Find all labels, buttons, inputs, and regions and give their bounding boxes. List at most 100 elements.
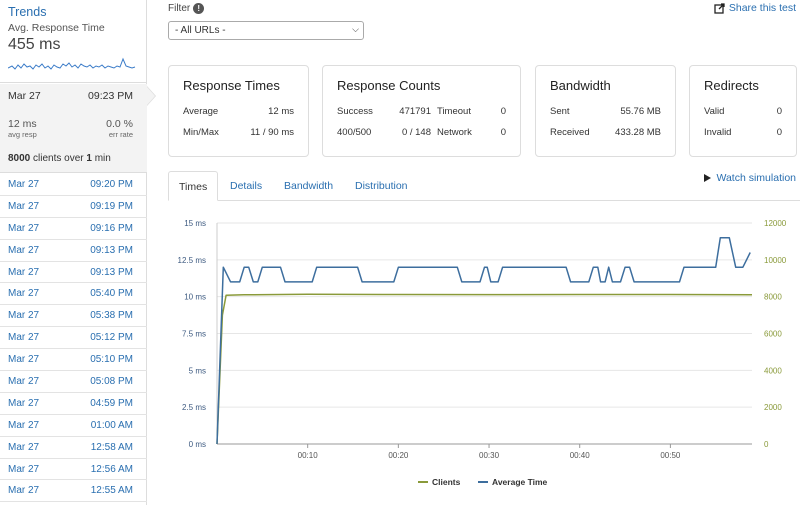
valid-value: 0	[776, 106, 782, 117]
trends-sparkline	[8, 57, 136, 70]
timeout-value: 0	[500, 106, 506, 117]
run-date: Mar 27	[8, 375, 40, 387]
duration-text: min	[91, 153, 111, 164]
avg-resp-value: 12 ms	[8, 118, 37, 130]
response-times-card: Response Times Average 12 ms Min/Max 11 …	[168, 65, 309, 157]
url-filter-value: - All URLs -	[175, 25, 226, 36]
run-time: 09:19 PM	[90, 200, 133, 212]
filter-label: Filter !	[168, 3, 205, 14]
run-list-item[interactable]: Mar 27 05:08 PM	[0, 371, 147, 393]
bandwidth-sent-row: Sent 55.76 MB	[550, 106, 661, 127]
url-filter-select[interactable]: - All URLs - ⌵	[168, 21, 364, 40]
run-time: 05:10 PM	[90, 354, 133, 366]
redirects-card: Redirects Valid 0 Invalid 0	[689, 65, 797, 157]
response-times-minmax-row: Min/Max 11 / 90 ms	[183, 127, 294, 148]
run-list-item[interactable]: Mar 27 12:55 AM	[0, 480, 147, 503]
average-value: 12 ms	[268, 106, 294, 117]
bandwidth-card: Bandwidth Sent 55.76 MB Received 433.28 …	[535, 65, 676, 157]
y-right-tick-label: 0	[764, 440, 769, 449]
run-list-item[interactable]: Mar 27 05:10 PM	[0, 349, 147, 372]
clients-count: 8000	[8, 153, 31, 164]
run-date: Mar 27	[8, 178, 40, 190]
run-date: Mar 27	[8, 244, 40, 256]
y-right-tick-label: 8000	[764, 293, 782, 302]
run-list-item[interactable]: Mar 27 09:13 PM	[0, 240, 147, 262]
info-icon[interactable]: !	[193, 3, 205, 14]
watch-simulation-link[interactable]: Watch simulation	[704, 172, 796, 184]
run-list-item[interactable]: Mar 27 01:00 AM	[0, 415, 147, 437]
response-times-average-row: Average 12 ms	[183, 106, 294, 127]
y-left-tick-label: 5 ms	[189, 366, 206, 375]
run-list-item[interactable]: Mar 27 04:59 PM	[0, 393, 147, 415]
success-value: 471791	[399, 106, 431, 117]
tab-details[interactable]: Details	[230, 180, 263, 192]
trends-panel[interactable]: Trends Avg. Response Time 455 ms	[0, 0, 146, 83]
run-list-item[interactable]: Mar 27 09:16 PM	[0, 218, 147, 240]
run-date: Mar 27	[8, 288, 40, 300]
y-left-tick-label: 7.5 ms	[182, 330, 206, 339]
run-time: 05:12 PM	[90, 332, 133, 344]
average-time-series-line	[216, 236, 751, 445]
run-date: Mar 27	[8, 310, 40, 322]
valid-label: Valid	[704, 106, 725, 117]
share-label: Share this test	[728, 2, 796, 14]
clients-series-line	[216, 293, 753, 445]
run-time: 01:00 AM	[90, 419, 133, 431]
run-time: 12:55 AM	[90, 485, 133, 497]
y-right-tick-label: 4000	[764, 366, 782, 375]
avg-resp-label: avg resp	[8, 130, 37, 139]
tab-bandwidth[interactable]: Bandwidth	[284, 180, 334, 192]
network-label: Network	[437, 127, 472, 138]
run-time: 12:58 AM	[90, 441, 133, 453]
error-value: 0 / 148	[401, 127, 431, 138]
timeout-label: Timeout	[437, 106, 471, 117]
tab-times[interactable]: Times	[168, 171, 219, 201]
chevron-down-icon: ⌵	[352, 24, 359, 34]
active-run[interactable]: Mar 27 09:23 PM 12 ms avg resp 0.0 % err…	[0, 84, 156, 173]
active-run-time: 09:23 PM	[88, 90, 133, 102]
run-list-item[interactable]: Mar 27 09:13 PM	[0, 262, 147, 284]
y-right-tick-label: 10000	[764, 256, 787, 265]
trends-title[interactable]: Trends	[8, 5, 47, 19]
err-rate-value: 0.0 %	[106, 118, 133, 130]
run-date: Mar 27	[8, 419, 40, 431]
run-date: Mar 27	[8, 441, 40, 453]
run-date: Mar 27	[8, 266, 40, 278]
sent-value: 55.76 MB	[620, 106, 661, 117]
run-time: 05:40 PM	[90, 288, 133, 300]
legend-label: Clients	[432, 477, 461, 487]
run-list-item[interactable]: Mar 27 09:20 PM	[0, 174, 147, 196]
run-date: Mar 27	[8, 200, 40, 212]
run-list-item[interactable]: Mar 27 05:12 PM	[0, 327, 147, 350]
bandwidth-received-row: Received 433.28 MB	[550, 127, 661, 148]
y-right-tick-label: 12000	[764, 219, 787, 228]
active-run-pointer	[147, 87, 155, 105]
x-tick-label: 00:10	[298, 451, 319, 460]
invalid-value: 0	[776, 127, 782, 138]
minmax-label: Min/Max	[183, 127, 219, 138]
run-date: Mar 27	[8, 463, 40, 475]
tab-distribution[interactable]: Distribution	[355, 180, 408, 192]
run-list-item[interactable]: Mar 27 12:58 AM	[0, 437, 147, 459]
run-list-item[interactable]: Mar 27 09:19 PM	[0, 196, 147, 218]
x-tick-label: 00:20	[388, 451, 409, 460]
run-list-item[interactable]: Mar 27 05:40 PM	[0, 283, 147, 306]
run-list-item[interactable]: Mar 27 12:56 AM	[0, 459, 147, 481]
bandwidth-title: Bandwidth	[550, 78, 611, 93]
minmax-value: 11 / 90 ms	[250, 127, 294, 138]
active-run-date: Mar 27	[8, 90, 41, 102]
y-left-tick-label: 2.5 ms	[182, 403, 206, 412]
y-left-tick-label: 10 ms	[184, 293, 206, 302]
run-time: 09:13 PM	[90, 266, 133, 278]
share-link[interactable]: Share this test	[714, 2, 796, 14]
avg-resp-stat: 12 ms avg resp	[8, 118, 37, 139]
clients-summary: 8000 clients over 1 min	[8, 153, 111, 164]
x-tick-label: 00:50	[660, 451, 681, 460]
run-list-item[interactable]: Mar 27 05:38 PM	[0, 305, 147, 328]
y-right-tick-label: 6000	[764, 330, 782, 339]
run-list: Mar 27 09:20 PM Mar 27 09:19 PM Mar 27 09:16 …	[0, 174, 147, 503]
err-rate-label: err rate	[108, 130, 133, 139]
chart-tabs: Times Details Bandwidth Distribution	[168, 171, 800, 201]
received-label: Received	[550, 127, 590, 138]
active-run-header: Mar 27 09:23 PM	[0, 84, 147, 102]
